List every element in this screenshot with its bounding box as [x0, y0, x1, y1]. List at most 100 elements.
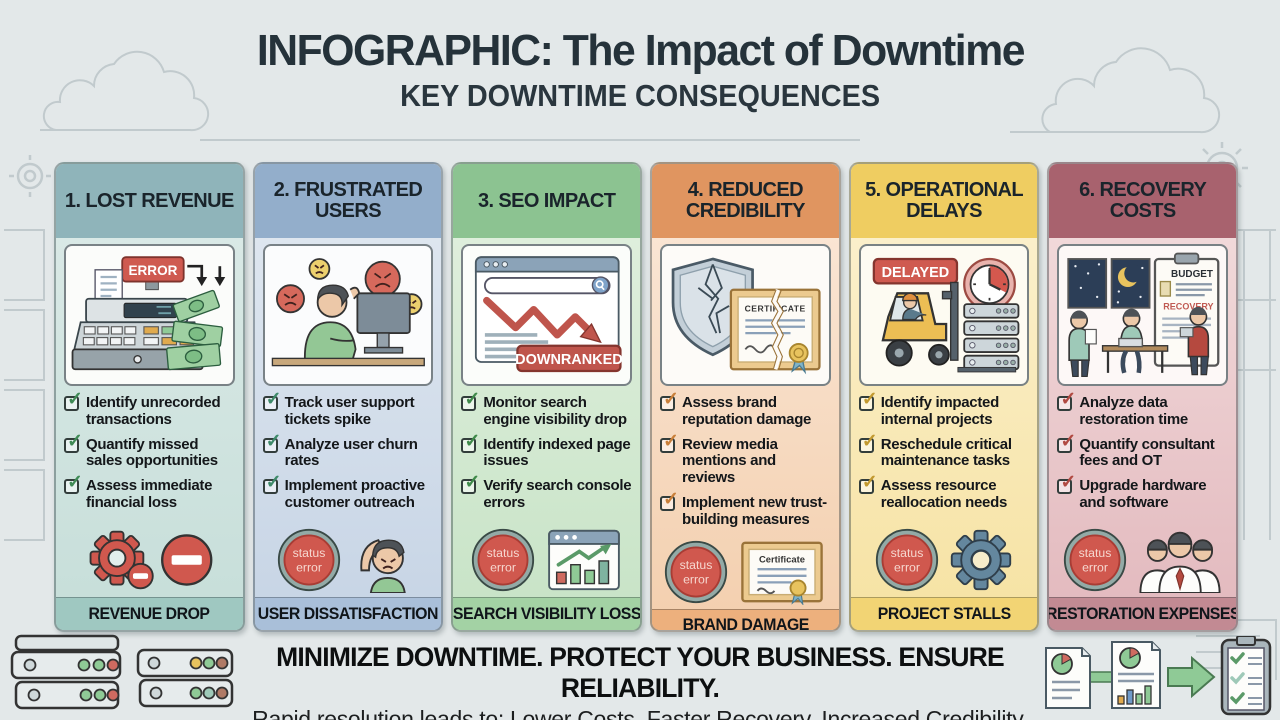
checklist-item-label: Implement proactive customer outreach	[284, 477, 425, 511]
certificate-icon: Certificate	[741, 541, 824, 605]
column-footer-label: RESTORATION EXPENSES	[1047, 604, 1239, 623]
checkbox-icon	[262, 431, 281, 453]
page-title: INFOGRAPHIC: The Impact of Downtime	[256, 26, 1025, 75]
icons-row: status error	[859, 525, 1030, 595]
column-lost-revenue: 1. LOST REVENUE ERROR	[54, 162, 245, 632]
forklift-servers-illustration: DELAYED	[858, 244, 1030, 386]
icons-row: status error Certificate	[660, 537, 831, 607]
column-header: 4. REDUCED CREDIBILITY	[652, 164, 839, 238]
consequence-columns: 1. LOST REVENUE ERROR	[54, 162, 1239, 632]
checklist-item: Quantify missed sales opportunities	[64, 431, 235, 471]
checklist: Analyze data restoration time Quantify c…	[1057, 389, 1228, 525]
recovery-label: RECOVERY	[1164, 302, 1214, 312]
checklist-item: Quantify consultant fees and OT	[1057, 431, 1228, 471]
checklist-item-label: Analyze data restoration time	[1079, 394, 1188, 428]
column-title: 6. RECOVERY COSTS	[1079, 179, 1207, 222]
checklist-item: Analyze user churn rates	[262, 431, 434, 471]
checklist: Identify impacted internal projects Resc…	[858, 389, 1030, 525]
bottom-strip: MINIMIZE DOWNTIME. PROTECT YOUR BUSINESS…	[0, 634, 1280, 720]
checkbox-icon	[461, 472, 480, 495]
column-body: Track user support tickets spike Analyze…	[255, 238, 442, 597]
checklist-item: Monitor search engine visibility drop	[461, 389, 632, 429]
checklist-item: Assess brand reputation damage	[660, 389, 831, 429]
checklist-item-label: Identify indexed page issues	[483, 435, 631, 470]
svg-text:error: error	[490, 560, 516, 574]
checklist-item: Identify impacted internal projects	[858, 389, 1030, 429]
icons-row: status error	[1057, 525, 1228, 595]
column-header: 3. SEO IMPACT	[453, 164, 641, 238]
checkbox-icon	[461, 389, 480, 411]
checklist-item: Assess immediate financial loss	[64, 472, 235, 512]
checklist-item-label: Identify unrecorded transactions	[86, 394, 221, 428]
column-header: 1. LOST REVENUE	[56, 164, 243, 238]
column-footer-label: USER DISSATISFACTION	[257, 604, 439, 623]
checkbox-icon	[64, 472, 83, 495]
checklist-item: Assess resource reallocation needs	[858, 472, 1030, 512]
column-footer-band: RESTORATION EXPENSES	[1049, 597, 1236, 630]
checklist-item-label: Quantify consultant fees and OT	[1079, 435, 1215, 470]
checkbox-icon	[262, 389, 281, 411]
svg-text:error: error	[894, 560, 920, 574]
svg-text:status: status	[486, 546, 519, 560]
frustrated-user-illustration	[262, 244, 434, 386]
bottom-headline: MINIMIZE DOWNTIME. PROTECT YOUR BUSINESS…	[276, 642, 1005, 703]
column-title: 3. SEO IMPACT	[477, 189, 616, 212]
certificate-icon-title: Certificate	[759, 553, 805, 564]
column-header: 6. RECOVERY COSTS	[1049, 164, 1237, 238]
column-title: 1. LOST REVENUE	[64, 189, 234, 212]
svg-text:error: error	[683, 572, 709, 586]
certificate-title: CERTIFICATE	[745, 303, 806, 313]
status-error-icon: status error	[277, 528, 341, 592]
column-body: DOWNRANKED Monitor search engine visibil…	[453, 238, 640, 597]
analytics-chart-icon	[547, 529, 620, 591]
error-badge: ERROR	[128, 263, 177, 278]
browser-downranked-illustration: DOWNRANKED	[461, 244, 633, 386]
column-header: 2. FRUSTRATED USERS	[254, 164, 442, 238]
icons-row: status error	[461, 525, 632, 595]
column-footer-band: BRAND DAMAGE	[652, 608, 839, 630]
svg-text:status: status	[1078, 546, 1111, 560]
checklist-item-label: Monitor search engine visibility drop	[483, 394, 627, 428]
checklist-item-label: Identify impacted internal projects	[880, 394, 1000, 428]
checklist-item-label: Track user support tickets spike	[284, 394, 415, 428]
checklist-item: Implement new trust-building measures	[660, 489, 831, 529]
checkbox-icon	[262, 472, 281, 495]
checklist-item: Identify indexed page issues	[461, 431, 632, 471]
column-footer-band: USER DISSATISFACTION	[254, 597, 442, 630]
svg-text:status: status	[891, 546, 924, 560]
column-frustrated-users: 2. FRUSTRATED USERS	[252, 162, 444, 632]
checklist: Track user support tickets spike Analyze…	[262, 389, 434, 525]
cash-register-illustration: ERROR	[64, 244, 235, 386]
svg-text:error: error	[1082, 560, 1108, 574]
checkbox-icon	[660, 431, 679, 453]
bottom-subline: Rapid resolution leads to: Lower Costs, …	[252, 706, 1028, 720]
checklist-item-label: Assess immediate financial loss	[86, 477, 213, 511]
status-error-icon: status error	[1063, 528, 1126, 592]
checklist-item-label: Review media mentions and reviews	[682, 435, 778, 487]
column-footer-label: PROJECT STALLS	[877, 604, 1011, 623]
column-footer-band: PROJECT STALLS	[850, 597, 1038, 630]
recovery-flow-icon	[1045, 636, 1272, 716]
checklist-item-label: Assess brand reputation damage	[682, 394, 812, 428]
column-title: 2. FRUSTRATED USERS	[273, 179, 423, 222]
shield-certificate-illustration: CERTIFICATE	[660, 244, 831, 386]
checkbox-icon	[660, 389, 679, 411]
column-body: BUDGET RECOVERY	[1049, 238, 1236, 597]
column-reduced-credibility: 4. REDUCED CREDIBILITY CERTIFICATE	[650, 162, 841, 632]
column-body: CERTIFICATE Assess brand rep	[652, 238, 839, 609]
downranked-badge: DOWNRANKED	[516, 352, 623, 368]
gear-icon	[950, 529, 1012, 591]
status-error-icon: status error	[665, 540, 728, 603]
checkbox-icon	[858, 431, 877, 453]
column-title: 4. REDUCED CREDIBILITY	[685, 179, 806, 222]
checklist-item-label: Verify search console errors	[483, 477, 632, 511]
checklist-item-label: Reschedule critical maintenance tasks	[880, 435, 1012, 470]
svg-text:status: status	[680, 558, 713, 572]
column-footer-label: REVENUE DROP	[88, 604, 210, 623]
checkbox-icon	[660, 489, 679, 511]
page-header: INFOGRAPHIC: The Impact of Downtime KEY …	[0, 26, 1280, 114]
checklist-item-label: Assess resource reallocation needs	[880, 477, 1008, 511]
checklist-item: Identify unrecorded transactions	[64, 389, 235, 429]
